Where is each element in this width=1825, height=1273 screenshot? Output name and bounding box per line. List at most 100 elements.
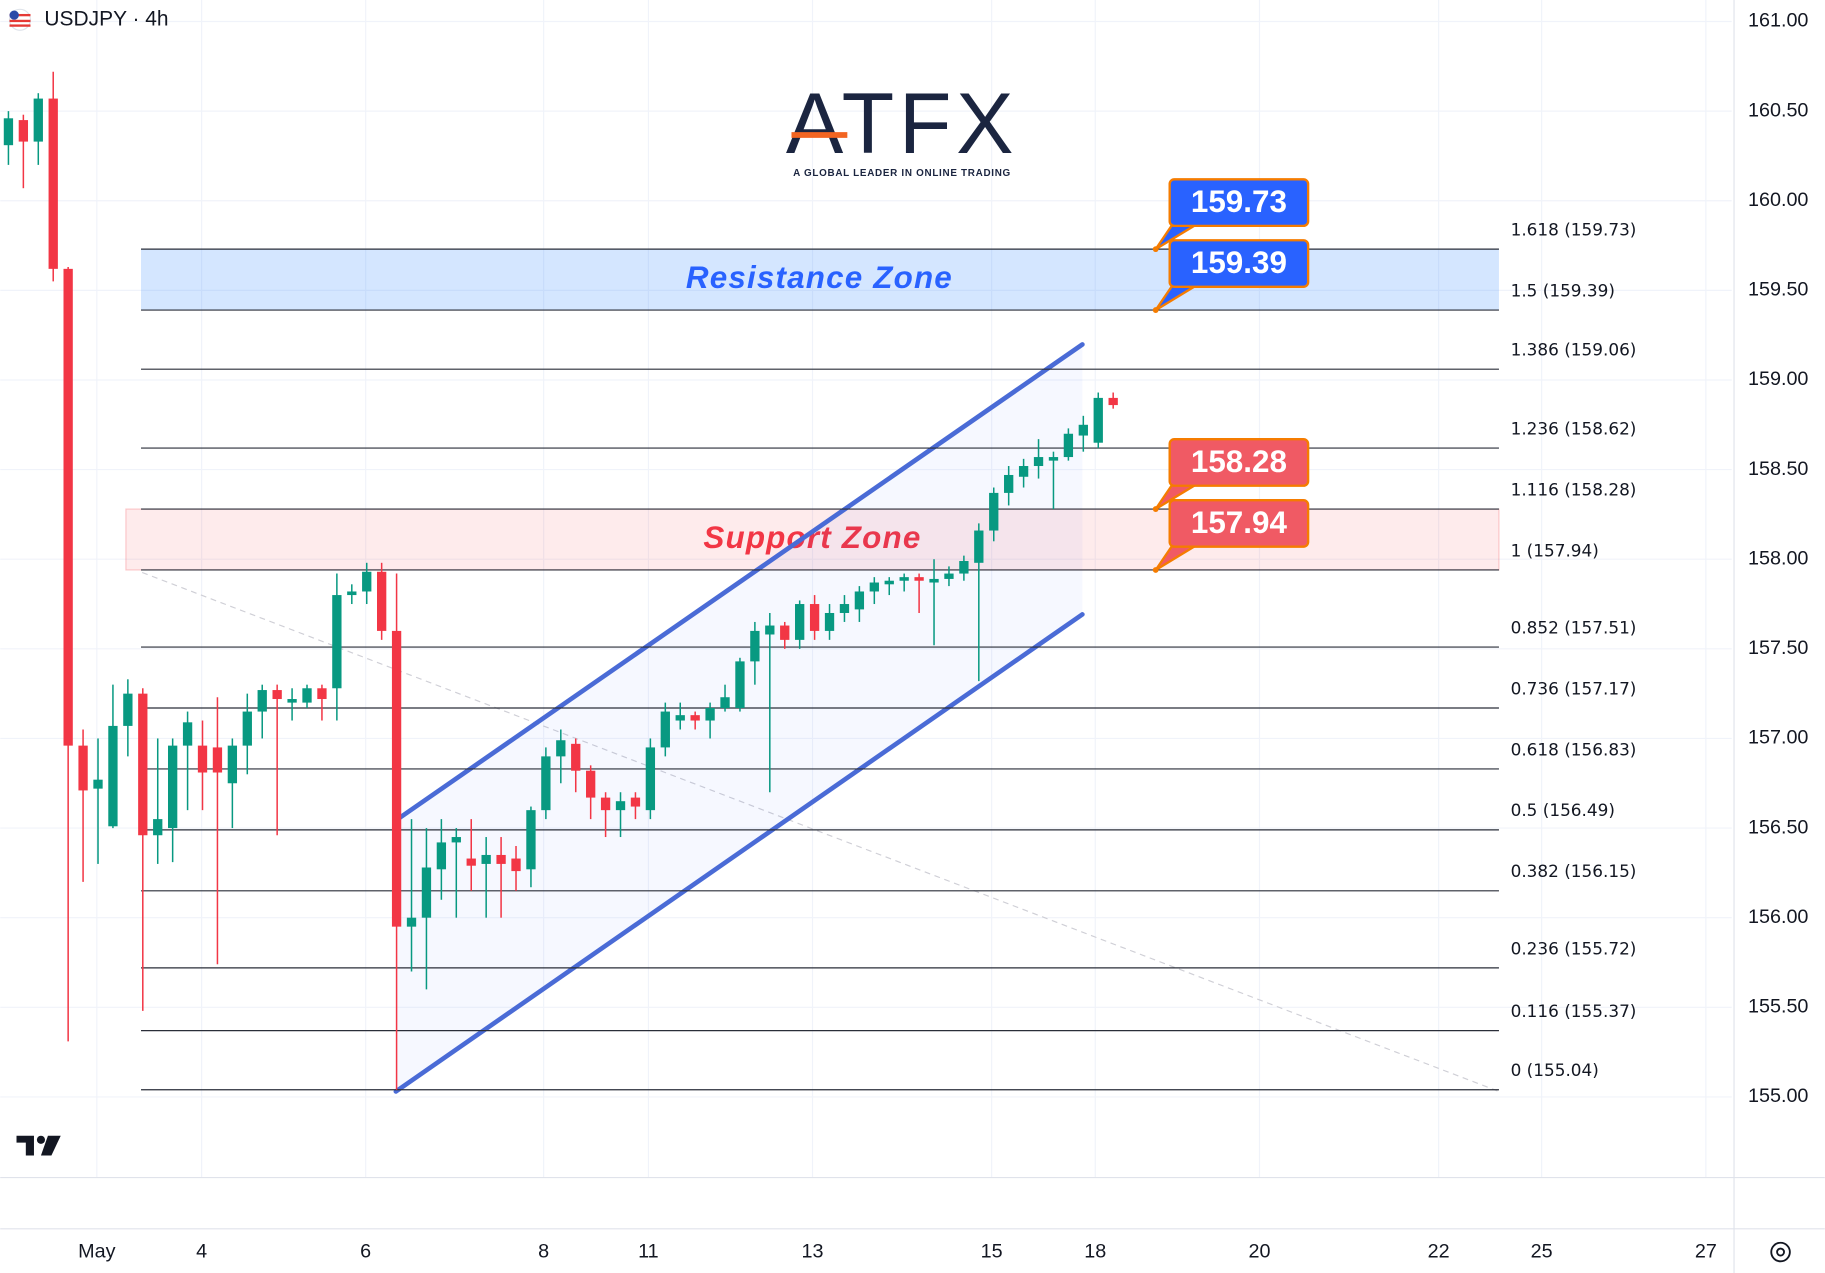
- candle-body: [750, 630, 760, 662]
- candle-body: [33, 98, 43, 142]
- logo-tagline: A GLOBAL LEADER IN ONLINE TRADING: [793, 168, 1011, 179]
- candle-body: [18, 120, 29, 142]
- y-tick-label: 159.50: [1748, 279, 1808, 301]
- candle-body: [257, 690, 267, 712]
- logo-text: ATFX: [786, 76, 1018, 172]
- candle-body: [735, 661, 745, 708]
- fib-label: 1.116 (158.28): [1511, 479, 1637, 499]
- candle-body: [556, 740, 566, 757]
- fib-label: 0.236 (155.72): [1511, 938, 1637, 958]
- callout-label: 159.73: [1191, 184, 1287, 219]
- candles: [3, 71, 1118, 1090]
- candle-body: [391, 630, 402, 927]
- callout-box: [1168, 498, 1310, 548]
- candle-body: [406, 917, 417, 927]
- candle-body: [959, 561, 969, 574]
- candle-body: [824, 612, 835, 631]
- x-tick-label: May: [78, 1240, 115, 1262]
- candle-body: [660, 711, 670, 748]
- callout-label: 158.28: [1191, 444, 1287, 479]
- fib-label: 1.618 (159.73): [1511, 220, 1637, 240]
- candle-body: [466, 858, 476, 866]
- candle-body: [63, 268, 73, 746]
- candle-body: [929, 578, 939, 583]
- callout-label: 157.94: [1191, 505, 1288, 540]
- y-tick-label: 160.00: [1748, 189, 1808, 211]
- candle-body: [705, 707, 715, 721]
- candle-body: [421, 867, 432, 918]
- candle-body: [212, 747, 223, 773]
- x-tick-label: 6: [360, 1240, 371, 1262]
- candle-body: [1033, 457, 1044, 467]
- candle-body: [1018, 466, 1029, 477]
- candle-body: [167, 745, 178, 829]
- candle-body: [48, 98, 58, 269]
- candle-body: [720, 697, 730, 708]
- candle-body: [765, 625, 775, 635]
- candle-body: [974, 530, 984, 563]
- candle-body: [272, 690, 282, 700]
- candle-body: [3, 118, 14, 146]
- time-axis: May 4 6 8 11 13 15 18 20 22 25 27: [78, 1240, 1717, 1262]
- candle-body: [332, 595, 342, 689]
- candle-body: [123, 693, 133, 726]
- candle-body: [675, 715, 685, 721]
- candle-body: [317, 688, 327, 700]
- candle-body: [511, 858, 521, 872]
- callout-anchor: [1152, 246, 1159, 253]
- candle-body: [989, 492, 999, 531]
- fib-levels: 1.618 (159.73) 1.5 (159.39) 1.386 (159.06)…: [141, 220, 1637, 1091]
- fib-label: 1.236 (158.62): [1511, 418, 1637, 438]
- candle-body: [93, 779, 103, 789]
- candle-body: [451, 837, 461, 843]
- x-tick-label: 11: [638, 1240, 659, 1262]
- x-tick-label: 22: [1428, 1240, 1450, 1262]
- candle-body: [108, 725, 118, 827]
- symbol-flag: [8, 8, 32, 31]
- candle-body: [227, 745, 238, 784]
- candle-body: [884, 580, 894, 585]
- x-tick-label: 27: [1695, 1240, 1717, 1262]
- zone-label: Support Zone: [703, 520, 921, 555]
- settings-icon[interactable]: [1770, 1241, 1791, 1263]
- x-tick-label: 25: [1531, 1240, 1553, 1262]
- channel-upper: [397, 342, 1085, 821]
- candle-body: [526, 810, 536, 870]
- trend-line: [141, 571, 1500, 1093]
- candle-body: [839, 604, 850, 613]
- x-tick-label: 20: [1248, 1240, 1270, 1262]
- chart-title: USDJPY · 4h: [44, 7, 168, 30]
- y-tick-label: 160.50: [1748, 99, 1808, 121]
- candle-body: [630, 797, 641, 807]
- x-tick-label: 4: [196, 1240, 207, 1262]
- candle-body: [1078, 424, 1088, 436]
- candle-body: [541, 756, 551, 811]
- y-tick-label: 156.00: [1748, 906, 1808, 928]
- callout-box: [1168, 438, 1310, 487]
- callout-box: [1168, 239, 1310, 288]
- y-tick-label: 157.00: [1748, 727, 1808, 749]
- y-tick-label: 161.00: [1748, 10, 1808, 32]
- candle-body: [153, 819, 163, 836]
- candle-body: [615, 801, 626, 811]
- y-tick-label: 155.00: [1748, 1085, 1808, 1107]
- candle-body: [645, 747, 656, 811]
- callout-anchor: [1152, 506, 1159, 512]
- fib-label: 0.618 (156.83): [1511, 739, 1637, 759]
- candle-body: [436, 842, 447, 870]
- callout-label: 159.39: [1191, 245, 1287, 280]
- y-tick-label: 156.50: [1748, 816, 1808, 838]
- candle-body: [1063, 433, 1074, 458]
- channel-fill: [395, 344, 1083, 1092]
- candle-body: [899, 577, 909, 581]
- candle-body: [854, 591, 865, 610]
- fib-label: 0 (155.04): [1511, 1060, 1599, 1080]
- candle-body: [347, 591, 357, 596]
- callout-anchor: [1152, 567, 1159, 573]
- fib-label: 0.382 (156.15): [1511, 861, 1637, 881]
- zone-label: Resistance Zone: [686, 260, 953, 295]
- x-tick-label: 8: [538, 1240, 549, 1262]
